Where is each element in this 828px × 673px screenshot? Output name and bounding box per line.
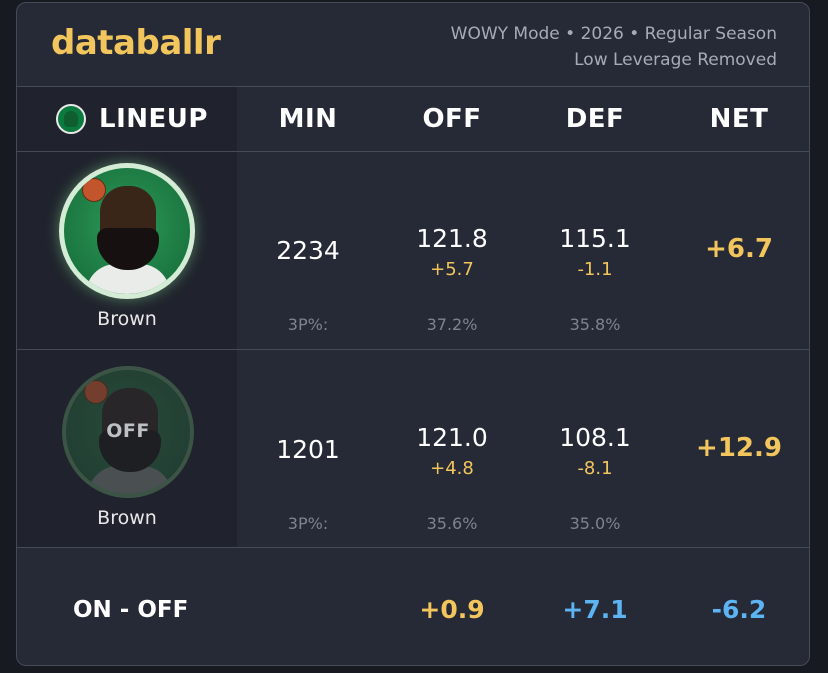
row-on-off-3p: 37.2% — [426, 315, 478, 334]
player-avatar-off[interactable]: OFF — [62, 366, 194, 498]
row-on-def-diff: -1.1 — [577, 259, 613, 280]
off-overlay-label: OFF — [106, 420, 150, 442]
row-divider — [17, 349, 809, 350]
on-off-def-diff: +7.1 — [562, 595, 628, 624]
lineup-header-label: LINEUP — [99, 104, 208, 134]
on-off-net-diff: -6.2 — [711, 595, 767, 624]
row-on-def-3p: 35.8% — [569, 315, 621, 334]
header-divider — [17, 86, 809, 87]
player-avatar-on[interactable] — [59, 163, 195, 299]
row-on-off-rating: 121.8 — [416, 224, 488, 253]
summary-divider — [17, 547, 809, 548]
mode-info: WOWY Mode • 2026 • Regular Season Low Le… — [451, 21, 777, 73]
row-on-3p-label: 3P%: — [287, 315, 329, 334]
net-header[interactable]: NET — [709, 104, 769, 134]
card-header: databallr WOWY Mode • 2026 • Regular Sea… — [17, 3, 809, 87]
min-header[interactable]: MIN — [278, 104, 338, 134]
row-off-net: +12.9 — [696, 433, 782, 463]
row-off-off-diff: +4.8 — [430, 458, 474, 479]
row-off-off-rating: 121.0 — [416, 423, 488, 452]
row-on-min: 2234 — [276, 236, 340, 265]
row-on-off-diff: +5.7 — [430, 259, 474, 280]
player-name: Brown — [97, 507, 157, 529]
on-off-off-diff: +0.9 — [419, 595, 485, 624]
row-off-3p-label: 3P%: — [287, 514, 329, 533]
row-off-def-3p: 35.0% — [569, 514, 621, 533]
wowy-card: databallr WOWY Mode • 2026 • Regular Sea… — [16, 2, 810, 666]
row-off-def-rating: 108.1 — [559, 423, 631, 452]
brand-logo[interactable]: databallr — [51, 23, 221, 63]
mode-line: WOWY Mode • 2026 • Regular Season — [450, 24, 777, 44]
player-name: Brown — [97, 308, 157, 330]
basketball-icon — [82, 178, 106, 202]
row-on-net: +6.7 — [705, 234, 773, 264]
row-on-def-rating: 115.1 — [559, 224, 631, 253]
lineup-header: LINEUP — [17, 87, 237, 151]
colhead-divider — [17, 151, 809, 152]
row-off-min: 1201 — [276, 435, 340, 464]
def-header[interactable]: DEF — [565, 104, 625, 134]
celtics-logo-icon — [56, 104, 86, 134]
row-off-off-3p: 35.6% — [426, 514, 478, 533]
on-off-label: ON - OFF — [73, 597, 189, 623]
off-header[interactable]: OFF — [422, 104, 482, 134]
row-off-def-diff: -8.1 — [577, 458, 613, 479]
filter-line: Low Leverage Removed — [574, 50, 777, 70]
basketball-icon — [84, 380, 108, 404]
